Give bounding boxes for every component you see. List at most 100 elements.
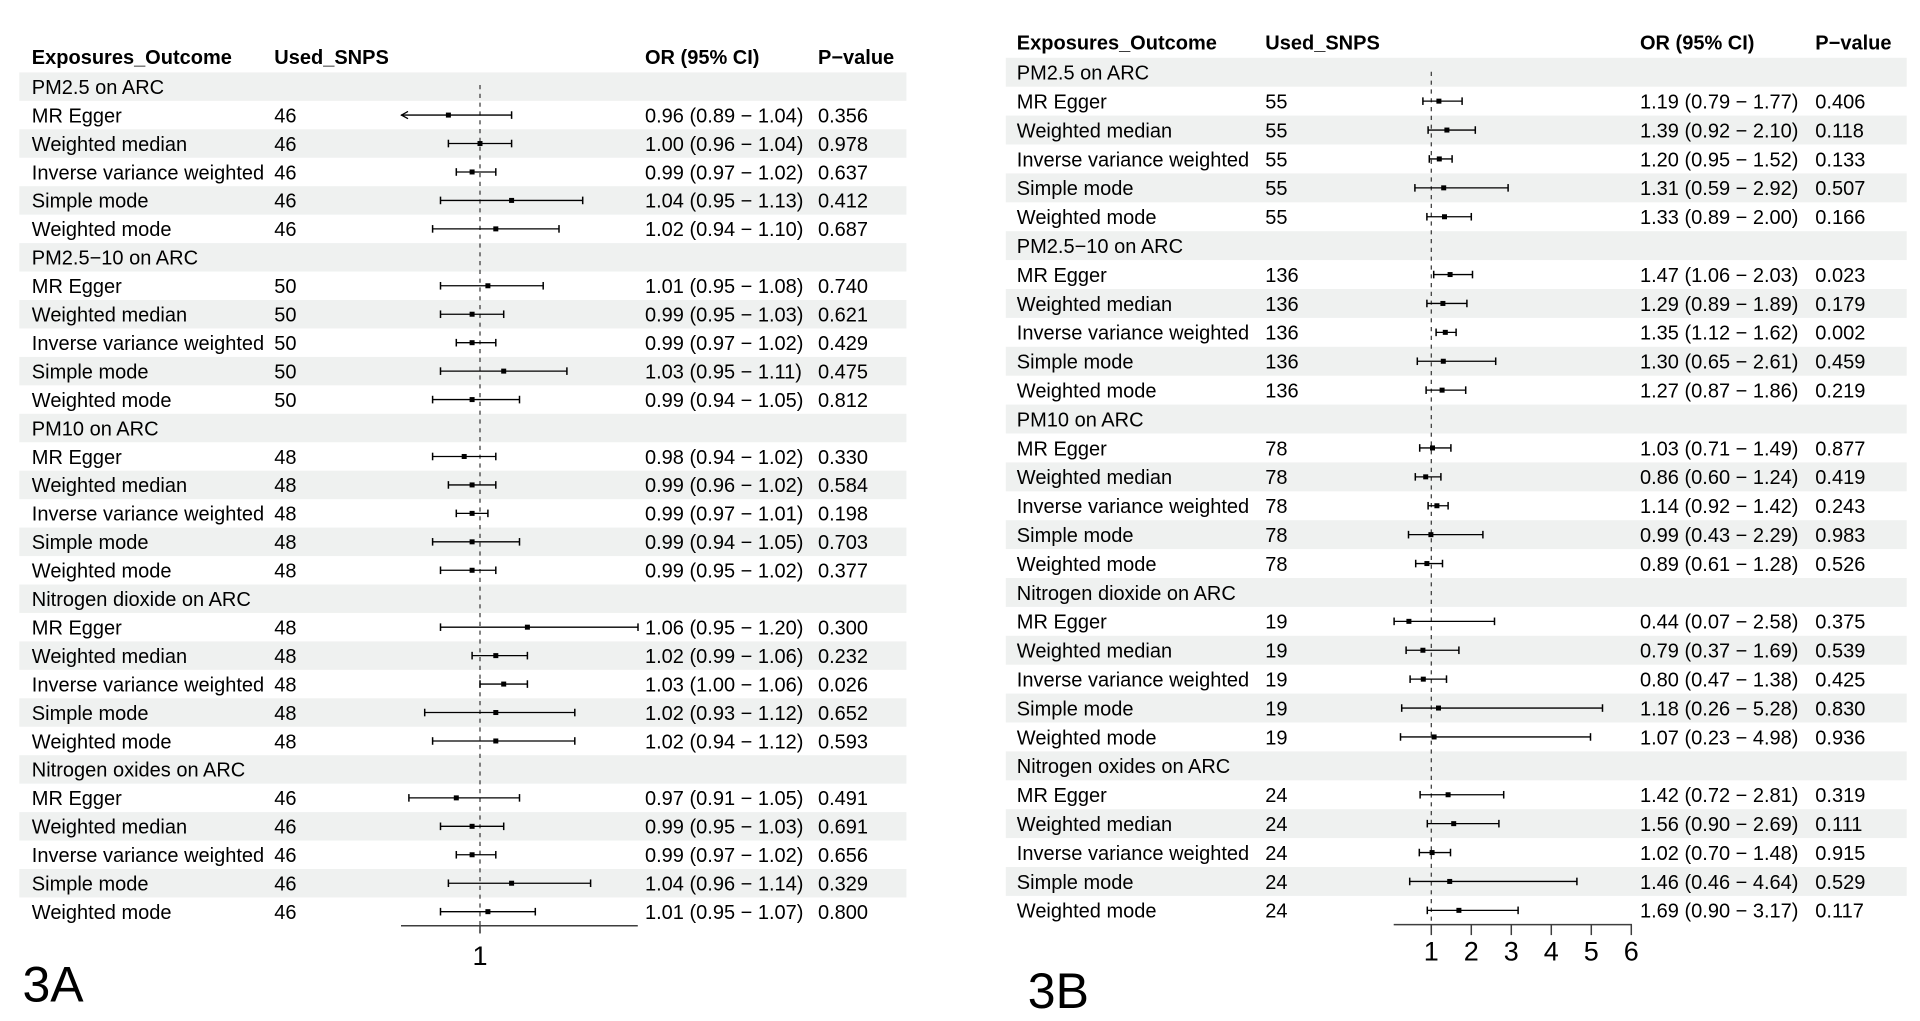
svg-text:0.740: 0.740 [818, 276, 868, 298]
svg-text:PM10 on ARC: PM10 on ARC [32, 418, 159, 440]
svg-text:Exposures_Outcome: Exposures_Outcome [32, 47, 232, 69]
svg-text:0.539: 0.539 [1815, 641, 1865, 663]
svg-text:0.99 (0.95 − 1.02): 0.99 (0.95 − 1.02) [645, 561, 803, 583]
svg-text:24: 24 [1265, 843, 1287, 865]
svg-text:PM2.5 on ARC: PM2.5 on ARC [1017, 63, 1149, 85]
svg-text:Simple mode: Simple mode [32, 191, 149, 213]
svg-text:1: 1 [1424, 937, 1439, 967]
svg-text:0.529: 0.529 [1815, 872, 1865, 894]
svg-text:1.18 (0.26 − 5.28): 1.18 (0.26 − 5.28) [1640, 698, 1798, 720]
svg-text:55: 55 [1265, 178, 1287, 200]
svg-text:0.98 (0.94 − 1.02): 0.98 (0.94 − 1.02) [645, 447, 803, 469]
svg-text:Inverse variance weighted: Inverse variance weighted [32, 845, 264, 867]
svg-text:0.687: 0.687 [818, 219, 868, 241]
svg-text:48: 48 [274, 532, 296, 554]
svg-text:0.475: 0.475 [818, 361, 868, 383]
svg-text:0.96 (0.89 − 1.04): 0.96 (0.89 − 1.04) [645, 105, 803, 127]
svg-text:Simple mode: Simple mode [1017, 352, 1134, 374]
svg-text:Simple mode: Simple mode [1017, 178, 1134, 200]
svg-text:Inverse variance weighted: Inverse variance weighted [1017, 843, 1249, 865]
svg-text:0.703: 0.703 [818, 532, 868, 554]
svg-text:MR Egger: MR Egger [1017, 438, 1107, 460]
svg-text:0.356: 0.356 [818, 105, 868, 127]
svg-text:0.936: 0.936 [1815, 727, 1865, 749]
svg-text:PM2.5−10 on ARC: PM2.5−10 on ARC [32, 248, 198, 270]
svg-text:P−value: P−value [1815, 32, 1891, 54]
svg-text:50: 50 [274, 361, 296, 383]
svg-text:48: 48 [274, 447, 296, 469]
svg-text:55: 55 [1265, 149, 1287, 171]
svg-text:Weighted median: Weighted median [32, 475, 187, 497]
svg-text:0.406: 0.406 [1815, 91, 1865, 113]
svg-text:MR Egger: MR Egger [32, 276, 122, 298]
svg-text:Nitrogen dioxide on ARC: Nitrogen dioxide on ARC [32, 589, 251, 611]
svg-text:50: 50 [274, 333, 296, 355]
svg-text:1.03 (0.95 − 1.11): 1.03 (0.95 − 1.11) [645, 361, 802, 383]
svg-text:1.19 (0.79 − 1.77): 1.19 (0.79 − 1.77) [1640, 91, 1798, 113]
svg-text:0.812: 0.812 [818, 390, 868, 412]
svg-text:Inverse variance weighted: Inverse variance weighted [1017, 323, 1249, 345]
svg-text:Weighted median: Weighted median [32, 646, 187, 668]
svg-text:136: 136 [1265, 380, 1298, 402]
svg-text:0.026: 0.026 [818, 674, 868, 696]
svg-text:0.319: 0.319 [1815, 785, 1865, 807]
svg-text:MR Egger: MR Egger [1017, 91, 1107, 113]
svg-text:0.80 (0.47 − 1.38): 0.80 (0.47 − 1.38) [1640, 669, 1798, 691]
svg-text:0.99 (0.43 − 2.29): 0.99 (0.43 − 2.29) [1640, 525, 1798, 547]
svg-text:46: 46 [274, 902, 296, 924]
svg-text:PM10 on ARC: PM10 on ARC [1017, 409, 1144, 431]
svg-text:0.621: 0.621 [818, 305, 868, 327]
svg-text:1.33 (0.89 − 2.00): 1.33 (0.89 − 2.00) [1640, 207, 1798, 229]
svg-text:1.02 (0.99 − 1.06): 1.02 (0.99 − 1.06) [645, 646, 803, 668]
svg-text:MR Egger: MR Egger [1017, 612, 1107, 634]
svg-text:Simple mode: Simple mode [1017, 525, 1134, 547]
svg-text:78: 78 [1265, 525, 1287, 547]
svg-text:0.118: 0.118 [1815, 120, 1864, 142]
svg-text:0.593: 0.593 [818, 731, 868, 753]
svg-text:46: 46 [274, 162, 296, 184]
svg-text:1.00 (0.96 − 1.04): 1.00 (0.96 − 1.04) [645, 134, 803, 156]
svg-text:46: 46 [274, 845, 296, 867]
svg-text:1.35 (1.12 − 1.62): 1.35 (1.12 − 1.62) [1640, 323, 1798, 345]
svg-text:0.412: 0.412 [818, 191, 868, 213]
svg-text:3B: 3B [1028, 963, 1089, 1016]
svg-text:Weighted mode: Weighted mode [1017, 380, 1157, 402]
svg-text:Inverse variance weighted: Inverse variance weighted [32, 162, 264, 184]
svg-text:0.800: 0.800 [818, 902, 868, 924]
svg-text:MR Egger: MR Egger [1017, 785, 1107, 807]
svg-text:Simple mode: Simple mode [32, 532, 149, 554]
svg-text:MR Egger: MR Egger [32, 788, 122, 810]
svg-text:46: 46 [274, 219, 296, 241]
svg-text:Weighted median: Weighted median [32, 305, 187, 327]
svg-text:0.111: 0.111 [1815, 814, 1862, 836]
svg-text:0.877: 0.877 [1815, 438, 1865, 460]
svg-text:MR Egger: MR Egger [1017, 265, 1107, 287]
svg-text:Weighted mode: Weighted mode [1017, 207, 1157, 229]
svg-text:0.97 (0.91 − 1.05): 0.97 (0.91 − 1.05) [645, 788, 803, 810]
svg-text:1.56 (0.90 − 2.69): 1.56 (0.90 − 2.69) [1640, 814, 1798, 836]
svg-text:136: 136 [1265, 323, 1298, 345]
svg-text:Weighted mode: Weighted mode [32, 219, 172, 241]
svg-text:1.02 (0.94 − 1.12): 1.02 (0.94 − 1.12) [645, 731, 803, 753]
svg-text:136: 136 [1265, 352, 1298, 374]
svg-text:50: 50 [274, 305, 296, 327]
svg-text:5: 5 [1584, 937, 1599, 967]
svg-text:0.419: 0.419 [1815, 467, 1865, 489]
svg-text:55: 55 [1265, 120, 1287, 142]
svg-text:0.915: 0.915 [1815, 843, 1865, 865]
svg-text:0.99 (0.97 − 1.02): 0.99 (0.97 − 1.02) [645, 333, 803, 355]
svg-text:Weighted median: Weighted median [1017, 120, 1172, 142]
svg-text:1.04 (0.96 − 1.14): 1.04 (0.96 − 1.14) [645, 874, 803, 896]
svg-text:0.198: 0.198 [818, 504, 868, 526]
svg-text:50: 50 [274, 276, 296, 298]
svg-text:OR (95% CI): OR (95% CI) [1640, 32, 1754, 54]
svg-text:Simple mode: Simple mode [32, 703, 149, 725]
svg-text:Used_SNPS: Used_SNPS [1265, 32, 1380, 54]
svg-text:1.20 (0.95 − 1.52): 1.20 (0.95 − 1.52) [1640, 149, 1798, 171]
svg-text:0.830: 0.830 [1815, 698, 1865, 720]
svg-text:0.584: 0.584 [818, 475, 868, 497]
svg-text:0.243: 0.243 [1815, 496, 1865, 518]
svg-text:Inverse variance weighted: Inverse variance weighted [32, 674, 264, 696]
svg-text:19: 19 [1265, 698, 1287, 720]
svg-text:Weighted mode: Weighted mode [32, 731, 172, 753]
